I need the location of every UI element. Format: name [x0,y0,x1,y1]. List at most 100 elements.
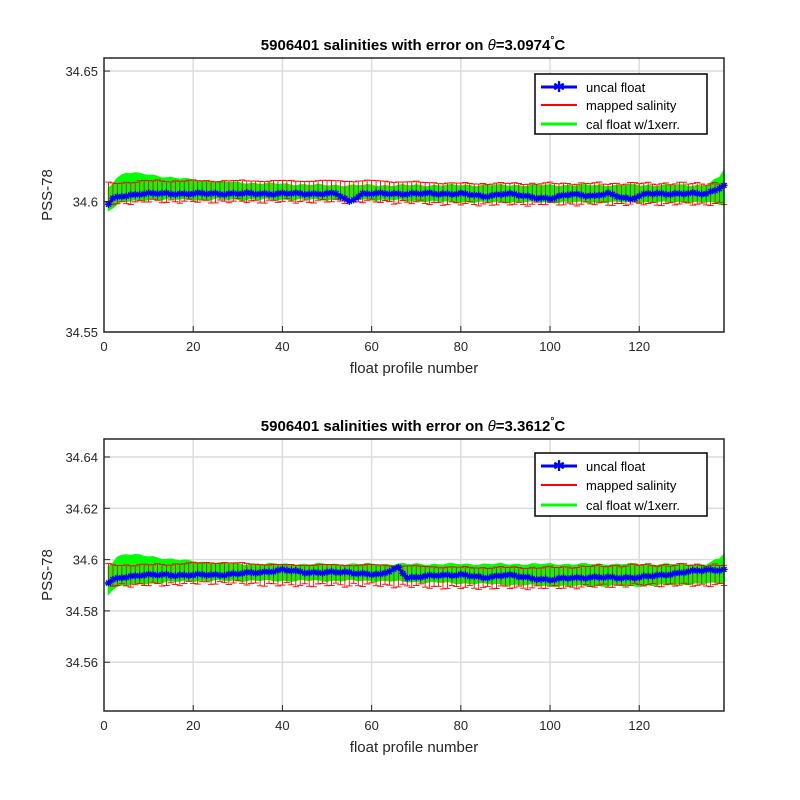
uncal-float-point [439,190,447,198]
uncal-float-point [649,572,657,580]
uncal-float-point [435,190,443,198]
uncal-float-point [113,574,121,582]
uncal-float-point [439,571,447,579]
uncal-float-point [341,194,349,202]
uncal-float-point [644,189,652,197]
uncal-float-point [176,190,184,198]
uncal-float-point [488,573,496,581]
uncal-float-point [171,191,179,199]
plot-area [104,552,728,596]
star-marker-icon: ✱ [553,78,566,96]
uncal-float-point [443,190,451,198]
x-tick-label: 40 [275,718,289,733]
x-axis-label: float profile number [350,360,478,377]
uncal-float-point [363,570,371,578]
chart-title: 5906401 salinities with error on θ=3.361… [261,416,566,435]
x-tick-label: 0 [100,718,107,733]
y-tick-label: 34.56 [65,655,98,670]
uncal-float-point [336,192,344,200]
uncal-float-point [336,569,344,577]
axes-frame [103,57,725,333]
uncal-float-point [104,579,112,587]
x-tick-label: 100 [539,718,561,733]
uncal-float-point [363,190,371,198]
legend: ✱ uncal float mapped salinity cal float … [534,452,708,517]
y-tick-label: 34.55 [65,325,98,340]
uncal-float-point [327,568,335,576]
uncal-float-point [707,188,715,196]
salinity-panel-bottom: 5906401 salinities with error on θ=3.361… [39,416,728,756]
x-tick-label: 80 [454,718,468,733]
uncal-float-point [537,194,545,202]
x-tick-label: 0 [100,339,107,354]
x-tick-label: 120 [628,718,650,733]
tick-labels: 0 20 40 60 80 100 120 34.55 34.6 34.65 [65,64,650,354]
uncal-float-point [626,195,634,203]
uncal-float-point [198,189,206,197]
uncal-float-point [212,571,220,579]
uncal-float-point [435,572,443,580]
uncal-float-point [238,190,246,198]
uncal-float-point [354,193,362,201]
uncal-float-point [261,189,269,197]
uncal-float-point [185,572,193,580]
uncal-float-point [332,190,340,198]
uncal-float-point [323,568,331,576]
x-tick-label: 20 [186,339,200,354]
uncal-float-point [582,574,590,582]
x-tick-label: 100 [539,339,561,354]
uncal-float-point [555,192,563,200]
x-tick-label: 20 [186,718,200,733]
uncal-float-point [287,190,295,198]
uncal-float-point [314,190,322,198]
uncal-float-point [631,574,639,582]
legend-label-cal: cal float w/1xerr. [586,498,680,513]
y-tick-label: 34.58 [65,604,98,619]
uncal-float-point [707,566,715,574]
y-tick-label: 34.6 [73,553,98,568]
uncal-float-point [171,572,179,580]
uncal-float-point [408,573,416,581]
uncal-float-point [497,572,505,580]
uncal-float-point [564,575,572,583]
uncal-float-point [162,570,170,578]
uncal-float-point [198,571,206,579]
uncal-float-point [412,573,420,581]
uncal-float-point [403,190,411,198]
legend-label-uncal: uncal float [586,80,646,95]
mapped-salinity-errorbar [457,566,465,590]
uncal-float-point [176,571,184,579]
uncal-float-point [600,574,608,582]
uncal-float-point [394,190,402,198]
y-tick-label: 34.6 [73,195,98,210]
axes-frame [103,438,725,712]
y-tick-label: 34.64 [65,450,98,465]
uncal-float-point [180,190,188,198]
uncal-float-point [256,569,264,577]
y-tick-label: 34.62 [65,501,98,516]
uncal-float-point [443,571,451,579]
uncal-float-point [488,191,496,199]
uncal-float-point [229,189,237,197]
uncal-float-point [417,190,425,198]
star-marker-icon: ✱ [553,457,566,475]
uncal-float-point [693,189,701,197]
y-axis-label: PSS-78 [39,549,56,601]
uncal-float-point [385,190,393,198]
x-axis-label: float profile number [350,739,478,756]
x-tick-label: 120 [628,339,650,354]
uncal-float-point [501,571,509,579]
uncal-float-point [626,574,634,582]
uncal-float-point [497,191,505,199]
uncal-float-point [559,191,567,199]
uncal-float-point [359,569,367,577]
uncal-float-point [220,191,228,199]
uncal-float-point [368,190,376,198]
x-tick-label: 80 [454,339,468,354]
y-axis-label: PSS-78 [39,169,56,221]
uncal-float-point [716,185,724,193]
uncal-float-point [430,572,438,580]
legend-label-uncal: uncal float [586,459,646,474]
uncal-float-point [564,191,572,199]
